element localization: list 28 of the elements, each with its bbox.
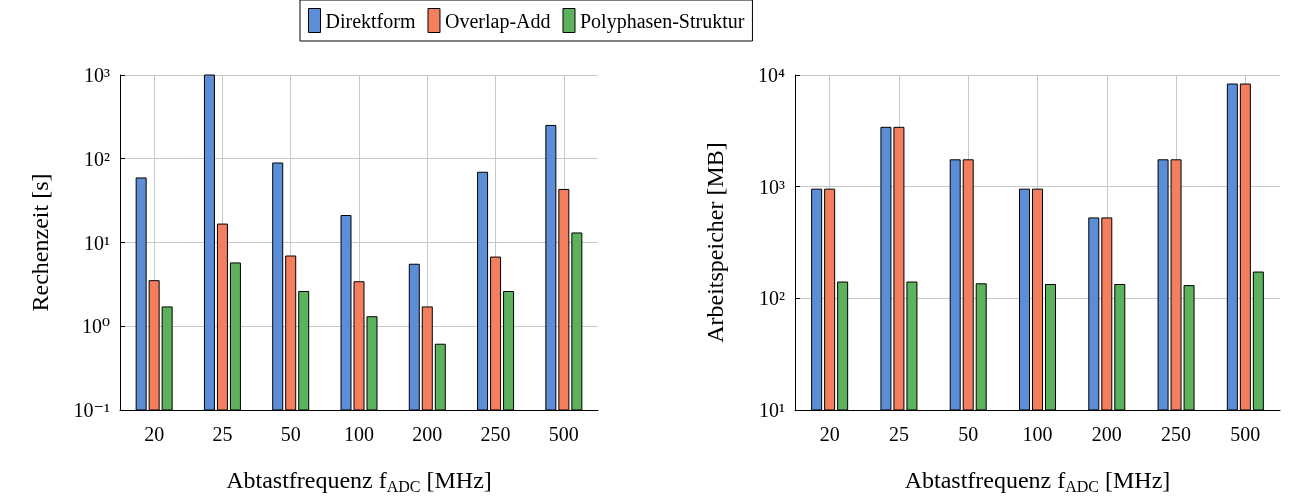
x-tick-label: 20: [819, 423, 840, 445]
y-axis-title: Arbeitspeicher [MB]: [702, 142, 728, 343]
x-tick-label: 20: [144, 423, 165, 445]
y-tick-label: 10⁰: [81, 315, 110, 338]
y-axis-title: Rechenzeit [s]: [27, 173, 53, 312]
y-tick-label: 10³: [84, 64, 110, 86]
x-tick-label: 50: [280, 423, 301, 445]
y-tick-label: 10¹: [84, 231, 110, 254]
legend-label: Direktform: [325, 9, 416, 32]
x-tick-label: 100: [1022, 423, 1053, 445]
x-tick-label: 25: [212, 423, 233, 445]
x-tick-label: 25: [888, 423, 909, 445]
x-tick-label: 200: [412, 423, 443, 445]
x-tick-label: 100: [344, 423, 374, 445]
y-tick-label: 10⁴: [758, 64, 786, 86]
legend-label: Polyphasen-Struktur: [579, 9, 745, 33]
y-tick-label: 10³: [759, 175, 785, 198]
y-tick-label: 10²: [759, 287, 785, 310]
x-tick-label: 250: [480, 423, 511, 445]
x-tick-label: 250: [1161, 423, 1192, 445]
y-tick-label: 10²: [84, 147, 110, 170]
x-tick-label: 500: [1230, 423, 1261, 445]
legend-label: Overlap-Add: [444, 9, 551, 33]
y-tick-label: 10¹: [759, 399, 785, 421]
x-tick-label: 500: [548, 423, 579, 445]
x-tick-label: 50: [958, 423, 979, 445]
x-tick-label: 200: [1091, 423, 1122, 445]
y-tick-label: 10⁻¹: [73, 399, 110, 421]
